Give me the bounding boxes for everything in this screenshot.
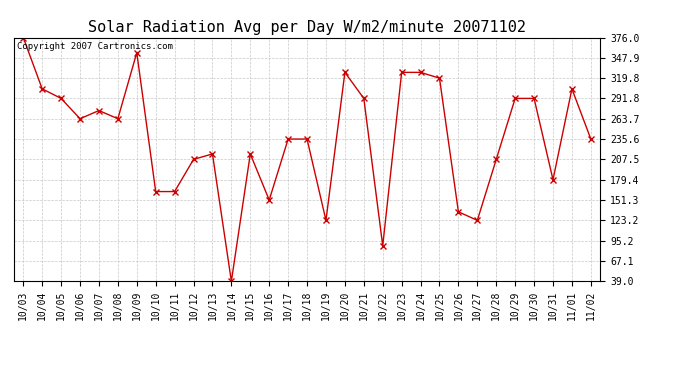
Title: Solar Radiation Avg per Day W/m2/minute 20071102: Solar Radiation Avg per Day W/m2/minute … [88,20,526,35]
Text: Copyright 2007 Cartronics.com: Copyright 2007 Cartronics.com [17,42,172,51]
